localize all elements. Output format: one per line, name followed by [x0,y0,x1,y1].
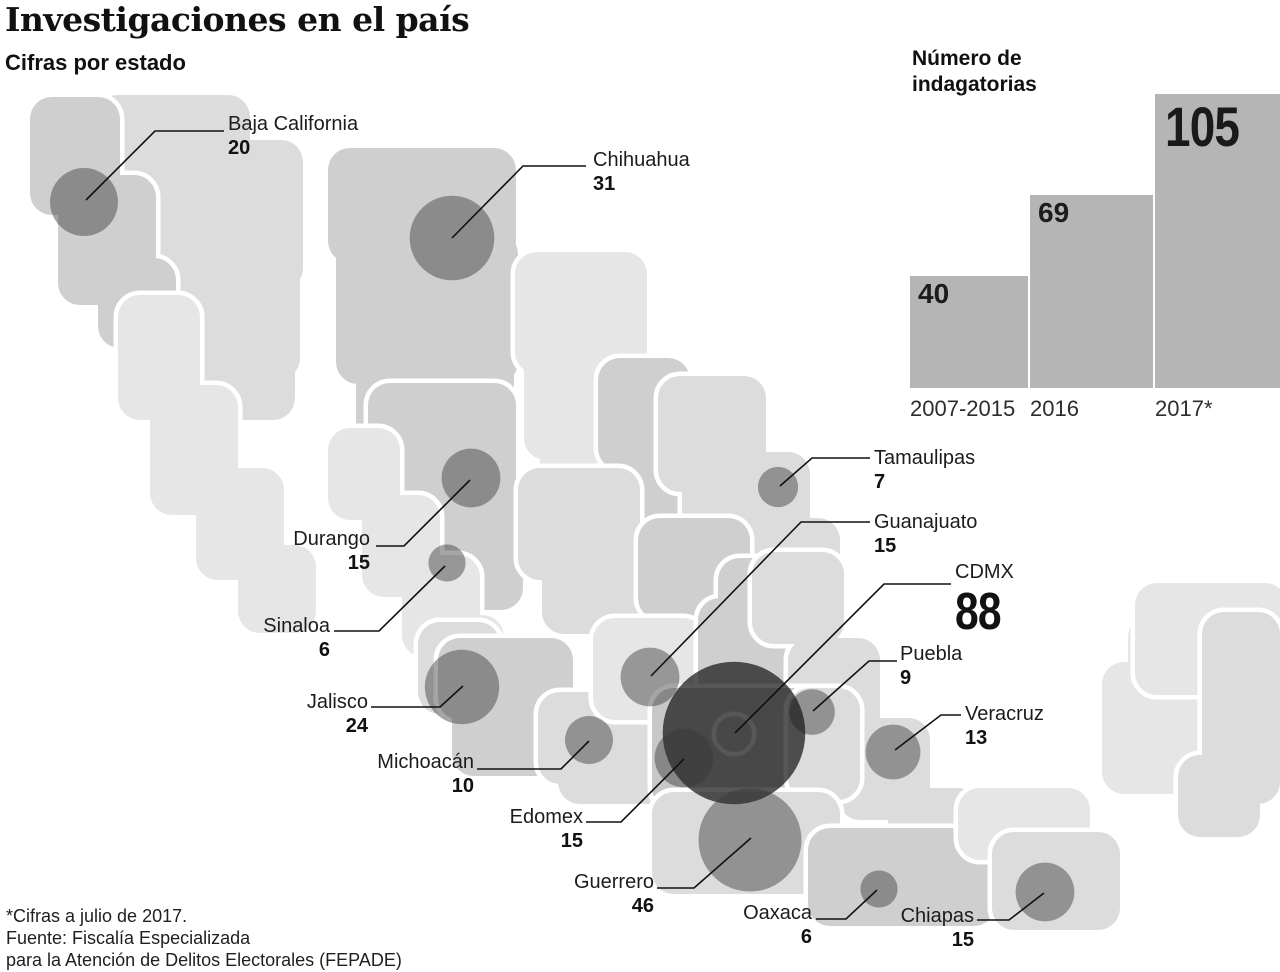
state-blob [113,290,321,638]
bar-2017*: 105 [1155,94,1280,388]
bar-chart-title-line2: indagatorias [912,73,1037,96]
bubble-oaxaca [860,870,898,908]
bubble-veracruz [865,724,921,780]
page-subtitle: Cifras por estado [5,50,186,75]
leader-line [477,740,590,770]
leader-line [650,521,870,677]
footnote-line: *Cifras a julio de 2017. [6,906,188,926]
state-blob [1173,607,1280,842]
source-line-2: para la Atención de Delitos Electorales … [6,950,402,970]
bubble-chiapas [1015,862,1075,922]
bubble-guerrero [698,788,802,892]
leader-line [779,457,870,487]
bubble-tamaulipas [757,466,799,508]
bar-chart-title-line1: Número de [912,47,1022,70]
leader-line [586,758,685,823]
bar-2016: 69 [1030,195,1153,388]
leader-line [734,583,951,734]
bar-chart-title: Número de indagatorias [912,46,1037,98]
leader-line [376,479,471,547]
bar-axis-label: 2007-2015 [910,396,1016,421]
state-blob [987,827,1125,935]
bar-2007-2015: 40 [910,276,1028,388]
bar-chart: Número de indagatorias 40 2007-2015 69 2016… [908,46,1280,446]
leader-line [657,837,752,889]
bar-axis-label: 2016 [1030,396,1079,421]
leader-line [371,685,464,708]
bar-value-label: 40 [918,278,950,309]
leader-line [816,889,878,920]
source-line-1: Fuente: Fiscalía Especializada [6,928,251,948]
bar-axis-label: 2017* [1155,396,1213,421]
leader-line [334,565,446,632]
bar-value-label: 69 [1038,197,1070,228]
bar-value-label: 105 [1165,95,1240,158]
leader-line [451,165,586,239]
leader-line [812,660,897,712]
page-title: Investigaciones en el país [5,0,470,39]
leader-line [85,130,224,201]
source-note: *Cifras a julio de 2017. Fuente: Fiscalí… [6,905,402,971]
leader-line [894,714,961,751]
leader-line [977,892,1045,921]
